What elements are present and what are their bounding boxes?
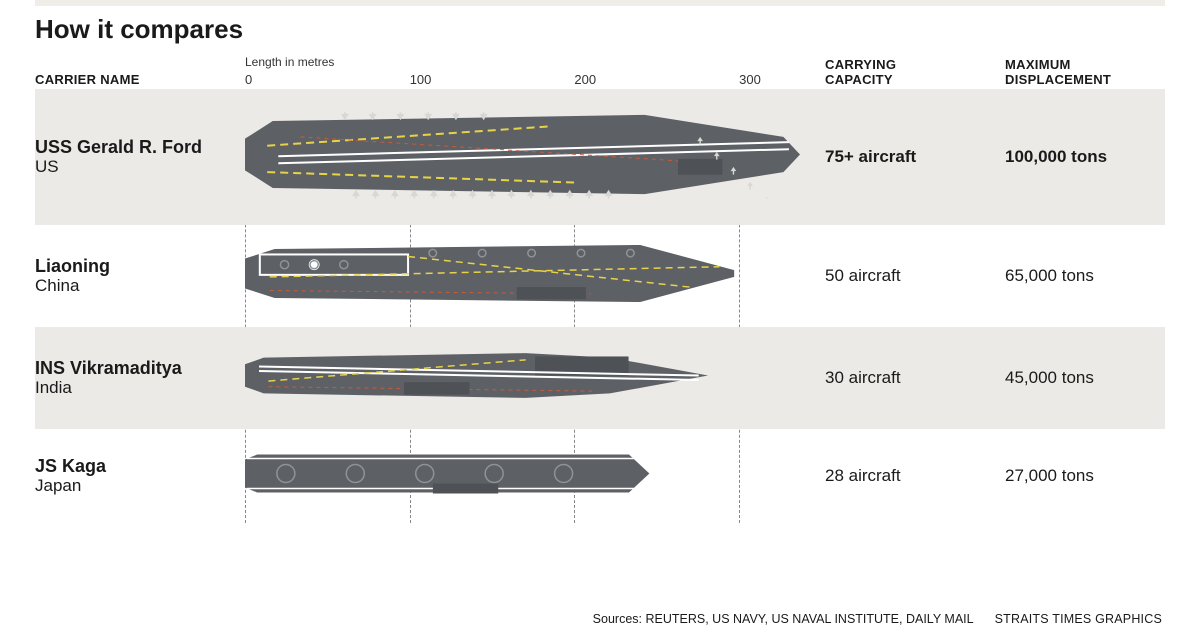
axis-tick: 0 [245, 72, 252, 87]
page-title: How it compares [35, 14, 1165, 45]
infographic: How it compares CARRIER NAME Length in m… [0, 0, 1200, 523]
axis-tick: 300 [739, 72, 761, 87]
sources-text: REUTERS, US NAVY, US NAVAL INSTITUTE, DA… [646, 612, 974, 626]
carrier-name: USS Gerald R. Ford [35, 137, 245, 158]
header-row: CARRIER NAME Length in metres 0 100 200 300… [35, 55, 1165, 87]
data-rows: USS Gerald R. FordUS 75+ aircraft 100,000… [35, 89, 1165, 523]
carrier-row: USS Gerald R. FordUS 75+ aircraft 100,000… [35, 89, 1165, 225]
axis-labels: 0 100 200 300 [245, 71, 805, 87]
col-header-name: CARRIER NAME [35, 72, 245, 87]
carrier-country: China [35, 276, 245, 296]
carrier-country: Japan [35, 476, 245, 496]
displacement-value: 65,000 tons [1005, 266, 1165, 286]
carrier-row: INS VikramadityaIndia 30 aircraft 45,000 … [35, 327, 1165, 429]
displacement-value: 27,000 tons [1005, 466, 1165, 486]
ship-diagram [245, 348, 713, 409]
ship-diagram [245, 111, 800, 204]
displacement-value: 100,000 tons [1005, 147, 1165, 167]
ship-diagram [245, 449, 653, 504]
axis-tick: 100 [410, 72, 432, 87]
carrier-name: JS Kaga [35, 456, 245, 477]
credit-text: STRAITS TIMES GRAPHICS [995, 612, 1162, 626]
col-header-capacity: CARRYINGCAPACITY [825, 57, 995, 87]
capacity-value: 30 aircraft [825, 368, 995, 388]
carrier-name: INS Vikramaditya [35, 358, 245, 379]
carrier-row: JS KagaJapan 28 aircraft 27,000 tons [35, 429, 1165, 523]
carrier-country: India [35, 378, 245, 398]
capacity-value: 50 aircraft [825, 266, 995, 286]
length-label: Length in metres [245, 55, 805, 69]
capacity-value: 28 aircraft [825, 466, 995, 486]
carrier-row: LiaoningChina 50 aircraft 65,000 tons [35, 225, 1165, 327]
col-header-displacement: MAXIMUMDISPLACEMENT [1005, 57, 1165, 87]
displacement-value: 45,000 tons [1005, 368, 1165, 388]
carrier-country: US [35, 157, 245, 177]
capacity-value: 75+ aircraft [825, 147, 995, 167]
top-rule [35, 0, 1165, 6]
ship-diagram [245, 240, 739, 313]
col-header-capacity-text: CARRYINGCAPACITY [825, 57, 896, 87]
carrier-name: Liaoning [35, 256, 245, 277]
axis-tick: 200 [574, 72, 596, 87]
col-header-displacement-text: MAXIMUMDISPLACEMENT [1005, 57, 1111, 87]
sources-label: Sources: [593, 612, 642, 626]
footer: Sources: REUTERS, US NAVY, US NAVAL INST… [593, 612, 1162, 626]
